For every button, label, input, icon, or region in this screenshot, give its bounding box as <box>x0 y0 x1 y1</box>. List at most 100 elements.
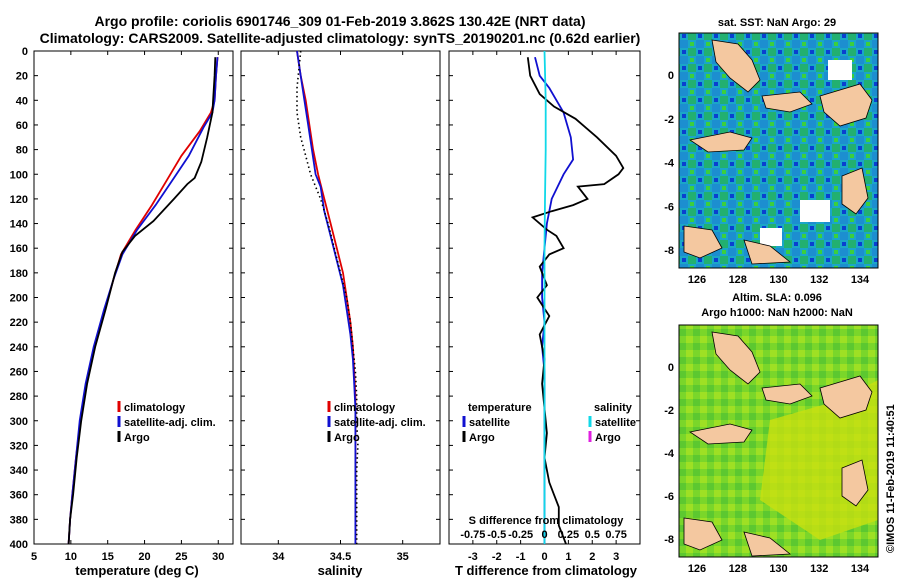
s-diff-tick-label: 0.25 <box>558 529 579 541</box>
map-x-tick-label: 130 <box>769 563 787 575</box>
legend-label-satellite: satellite-adj. clim. <box>124 417 216 429</box>
depth-tick-label: 60 <box>16 120 28 132</box>
s-difference-xlabel: S difference from climatology <box>469 515 625 527</box>
depth-tick-label: 120 <box>10 194 28 206</box>
map-x-tick-label: 132 <box>810 274 828 286</box>
depth-tick-label: 240 <box>10 342 28 354</box>
depth-tick-label: 160 <box>10 243 28 255</box>
map-y-tick-label: -2 <box>664 405 674 417</box>
map-y-tick-label: -2 <box>664 114 674 126</box>
title-line-1: Argo profile: coriolis 6901746_309 01-Fe… <box>94 13 585 29</box>
sla-map-title-line-2: Argo h1000: NaN h2000: NaN <box>701 307 853 319</box>
map-y-tick-label: -4 <box>664 448 675 460</box>
map-axes: 126 128 130 132 134 0 -2 -4 -6 -8 126 128 130 132 134 0… <box>664 70 870 575</box>
sla-map-title-line-1: Altim. SLA: 0.096 <box>732 292 822 304</box>
series-line-satellite-adj-clim- <box>67 57 219 545</box>
series-line-climatology <box>67 57 219 545</box>
series-line-satellite-adj-clim- <box>296 50 357 544</box>
depth-tick-label: 400 <box>10 539 28 551</box>
salinity-xlabel: salinity <box>318 563 364 578</box>
depth-tick-label: 40 <box>16 95 28 107</box>
salinity-plot: 34 34.5 35 <box>272 50 409 563</box>
legend-label-t-satellite: satellite <box>469 417 510 429</box>
sla-map <box>678 324 879 558</box>
legend-label-s-satellite: satellite <box>595 417 636 429</box>
series-line-temperature-satellite <box>534 56 575 544</box>
series-line-argo <box>296 50 359 544</box>
x-tick-label: 1 <box>565 551 571 563</box>
x-tick-label: 35 <box>397 551 409 563</box>
map-x-tick-label: 128 <box>729 563 747 575</box>
x-tick-label: 25 <box>175 551 187 563</box>
sst-map <box>678 32 879 269</box>
difference-plot: -3 -2 -1 0 1 2 3 -0.75 -0.5 -0.25 0 0.25 0.5 0.75 <box>460 50 627 563</box>
map-y-tick-label: 0 <box>668 70 674 82</box>
depth-axis: 0 20 40 60 80 100 120 140 160 180 200 220 240 260 280 3… <box>10 46 640 551</box>
legend-title-salinity: salinity <box>594 402 633 414</box>
x-tick-label: 0 <box>541 551 547 563</box>
map-y-tick-label: -6 <box>664 201 674 213</box>
depth-tick-label: 280 <box>10 391 28 403</box>
legend-label-argo: Argo <box>124 432 150 444</box>
depth-tick-label: 100 <box>10 169 28 181</box>
s-diff-tick-label: -0.5 <box>487 529 506 541</box>
map-x-tick-label: 134 <box>851 563 870 575</box>
x-tick-label: -1 <box>516 551 526 563</box>
t-difference-xlabel: T difference from climatology <box>455 563 638 578</box>
x-tick-label: 10 <box>65 551 77 563</box>
depth-tick-label: 0 <box>22 46 28 58</box>
s-diff-tick-label: 0.5 <box>585 529 600 541</box>
series-line-temperature-argo <box>526 57 625 545</box>
legend-label-t-argo: Argo <box>469 432 495 444</box>
map-x-tick-label: 132 <box>810 563 828 575</box>
x-tick-label: 15 <box>102 551 114 563</box>
depth-tick-label: 380 <box>10 514 28 526</box>
temperature-xlabel: temperature (deg C) <box>75 563 199 578</box>
map-y-tick-label: -4 <box>664 158 675 170</box>
series-line-climatology <box>296 50 357 544</box>
map-y-tick-label: -8 <box>664 534 674 546</box>
s-diff-tick-label: -0.25 <box>508 529 533 541</box>
map-x-tick-label: 128 <box>729 274 747 286</box>
x-tick-label: 3 <box>613 551 619 563</box>
difference-legend: temperature satellite Argo salinity sate… <box>462 402 636 444</box>
map-x-tick-label: 126 <box>688 274 706 286</box>
sst-map-title: sat. SST: NaN Argo: 29 <box>718 17 836 29</box>
x-tick-label: 2 <box>589 551 595 563</box>
map-y-tick-label: -6 <box>664 491 674 503</box>
sla-land <box>683 331 873 557</box>
legend-label-climatology: climatology <box>124 402 186 414</box>
x-tick-label: 5 <box>31 551 37 563</box>
x-tick-label: 20 <box>138 551 150 563</box>
series-line-salinity-satellite <box>543 50 547 544</box>
map-x-tick-label: 130 <box>769 274 787 286</box>
depth-tick-label: 20 <box>16 71 28 83</box>
depth-tick-label: 80 <box>16 145 28 157</box>
map-y-tick-label: 0 <box>668 362 674 374</box>
legend-title-temperature: temperature <box>468 402 532 414</box>
temperature-legend: climatology satellite-adj. clim. Argo <box>117 401 216 444</box>
map-y-tick-label: -8 <box>664 245 674 257</box>
series-line-argo <box>67 57 217 545</box>
s-diff-tick-label: -0.75 <box>460 529 485 541</box>
x-tick-label: -2 <box>492 551 502 563</box>
title-line-2: Climatology: CARS2009. Satellite-adjuste… <box>40 30 641 46</box>
x-tick-label: -3 <box>468 551 478 563</box>
legend-label-s-argo: Argo <box>595 432 621 444</box>
depth-tick-label: 320 <box>10 440 28 452</box>
legend-label-satellite: satellite-adj. clim. <box>334 417 426 429</box>
depth-tick-label: 200 <box>10 293 28 305</box>
x-tick-label: 30 <box>212 551 224 563</box>
depth-tick-label: 300 <box>10 416 28 428</box>
imos-stamp: ©IMOS 11-Feb-2019 11:40:51 <box>885 404 897 553</box>
map-x-tick-label: 126 <box>688 563 706 575</box>
salinity-legend: climatology satellite-adj. clim. Argo <box>327 401 426 444</box>
salinity-panel-frame <box>240 50 441 545</box>
depth-tick-label: 260 <box>10 366 28 378</box>
legend-label-climatology: climatology <box>334 402 396 414</box>
temperature-plot: 5 10 15 20 25 30 <box>31 51 224 563</box>
s-diff-tick-label: 0.75 <box>605 529 626 541</box>
map-x-tick-label: 134 <box>851 274 870 286</box>
x-tick-label: 34 <box>272 551 285 563</box>
